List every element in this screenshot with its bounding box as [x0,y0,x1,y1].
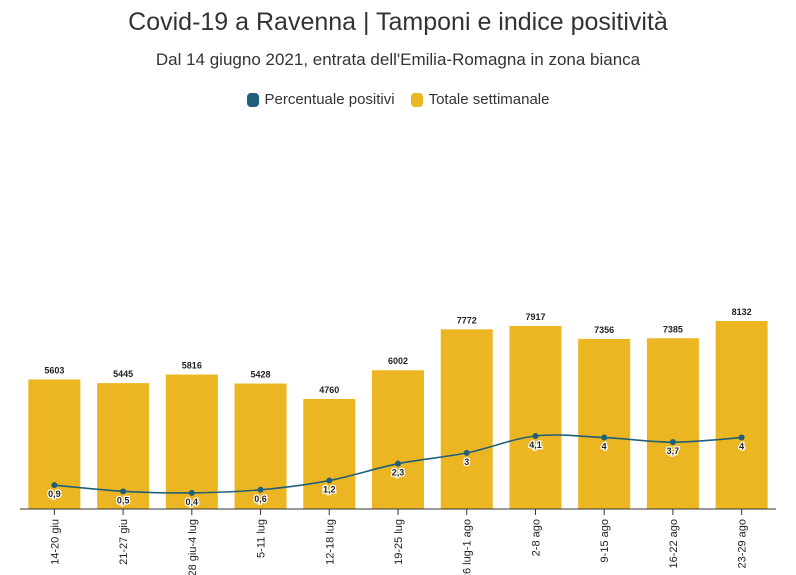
line-point-11[interactable] [738,434,745,441]
line-value-label-7: 3 [464,457,469,467]
legend-item-totale[interactable]: Totale settimanale [410,91,550,108]
line-value-label-1: 0,9 [48,489,61,499]
line-value-label-5: 1,2 [323,485,336,495]
x-tick-label-11: 23-29 ago [737,519,749,569]
line-value-label-10: 3,7 [667,446,680,456]
line-point-1[interactable] [51,482,58,489]
legend-swatch-totale [410,92,423,107]
line-point-2[interactable] [120,488,127,495]
x-tick-label-3: 28 giu-4 lug [187,519,199,575]
x-tick-label-2: 21-27 giu [118,519,130,565]
x-tick-label-10: 16-22 ago [668,519,680,569]
bar-value-label-2: 5445 [113,369,133,379]
line-layer: 0,9 0,5 0,4 0,6 1,2 2,3 3 4,1 4 3,7 4 [47,433,745,508]
bar-value-label-3: 5816 [182,361,202,371]
line-point-5[interactable] [326,477,333,484]
legend-label-percentuale: Percentuale positivi [264,91,395,108]
line-value-label-4: 0,6 [254,494,267,504]
x-tick-label-4: 5-11 lug [256,519,268,558]
line-point-3[interactable] [188,489,195,496]
line-point-6[interactable] [395,460,401,467]
line-value-label-11: 4 [739,442,744,452]
line-value-label-3: 0,4 [186,497,199,507]
bar-6[interactable] [372,370,424,509]
line-point-8[interactable] [532,433,539,439]
bar-value-label-6: 6002 [388,356,408,366]
bar-5[interactable] [303,398,356,509]
chart-title: Covid-19 a Ravenna | Tamponi e indice po… [128,8,668,36]
line-value-label-2: 0,5 [117,495,130,505]
x-tick-label-6: 19-25 lug [393,519,405,565]
line-value-label-9: 4 [602,442,607,452]
bar-10[interactable] [646,338,699,509]
legend-label-totale: Totale settimanale [428,91,550,108]
bar-value-label-11: 8132 [732,307,752,317]
legend-item-percentuale[interactable]: Percentuale positivi [246,91,395,108]
line-point-9[interactable] [601,434,608,441]
x-tick-label-8: 2-8 ago [530,519,542,556]
bar-value-label-9: 7356 [594,325,614,335]
bar-value-label-7: 7772 [457,315,477,325]
bar-8[interactable] [509,325,562,509]
legend: Percentuale positivi Totale settimanale [0,91,796,108]
bar-11[interactable] [715,321,768,509]
bar-value-label-4: 5428 [251,370,271,380]
bar-2[interactable] [97,383,150,509]
bars-layer: 5603 5445 5816 5428 4760 6002 7772 7917 7356 7385… [28,307,768,509]
line-value-label-8: 4,1 [529,440,542,450]
x-tick-label-7: 26 lug-1 ago [462,519,474,575]
line-point-4[interactable] [257,486,264,493]
bar-value-label-1: 5603 [44,365,64,375]
line-value-label-6: 2,3 [392,468,405,478]
bar-value-label-5: 4760 [319,385,339,395]
bar-9[interactable] [578,338,631,509]
chart-subtitle: Dal 14 giugno 2021, entrata dell'Emilia-… [155,50,641,69]
x-tick-label-9: 9-15 ago [599,519,611,562]
line-point-7[interactable] [463,449,470,456]
bar-3[interactable] [165,374,218,509]
line-point-10[interactable] [669,439,676,446]
axis-layer: 14-20 giu 21-27 giu 28 giu-4 lug 5-11 lug 12… [20,508,776,575]
legend-swatch-percentuale [246,92,259,107]
x-tick-label-1: 14-20 giu [49,519,61,565]
bar-value-label-10: 7385 [663,324,683,334]
x-tick-label-5: 12-18 lug [324,519,336,565]
bar-7[interactable] [440,329,493,509]
bar-value-label-8: 7917 [525,312,545,322]
